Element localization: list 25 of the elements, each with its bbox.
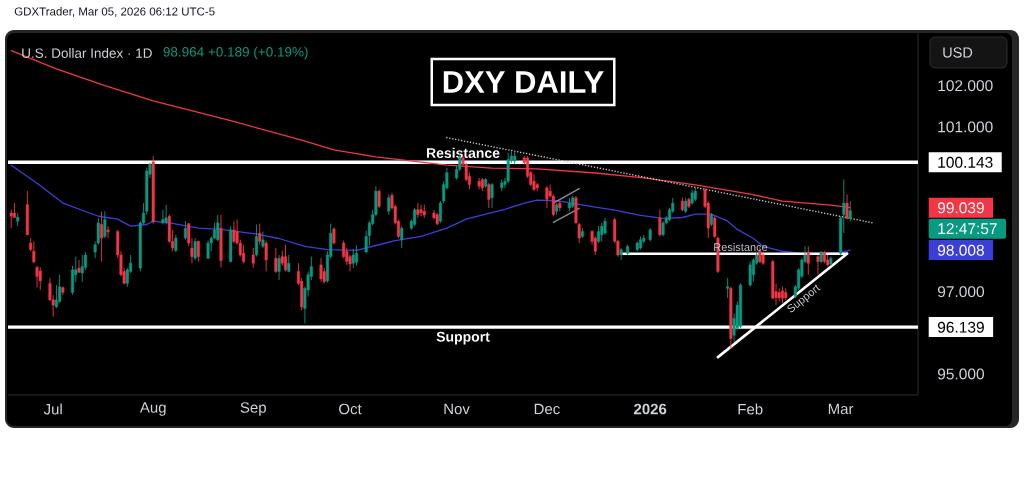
text: GDXTrader, Mar 05, 2026 06:12 UTC-5	[14, 7, 215, 17]
x-tick-label: Feb	[738, 403, 763, 415]
x-tick-label: Sep	[240, 402, 266, 416]
x-tick-label: Mar	[828, 403, 854, 415]
x-tick-label: Aug	[139, 402, 166, 416]
text: U.S. Dollar Index · 1D	[22, 48, 152, 58]
text: DXY DAILY	[443, 71, 604, 93]
y-tick-label: 95.000	[937, 368, 985, 380]
x-tick-label: Jul	[43, 403, 62, 415]
x-tick-label: Nov	[444, 403, 470, 415]
text: 12:47:57	[938, 223, 997, 235]
y-tick-label: 102.000	[938, 80, 993, 92]
x-tick-label: Dec	[534, 403, 560, 415]
y-tick-label: 99.039	[937, 202, 984, 214]
ref-line-label: Resistance	[426, 147, 500, 158]
x-tick-label: 2026	[634, 403, 667, 415]
x-tick-label: Oct	[339, 403, 362, 415]
ref-line-label: Support	[436, 331, 490, 345]
y-tick-label: 97.000	[937, 286, 985, 298]
y-tick-label: 100.143	[938, 156, 993, 168]
y-tick-label: 101.000	[938, 121, 993, 133]
annotation: 98.964 +0.189 (+0.19%)	[163, 46, 308, 60]
y-tick-label: 96.139	[937, 321, 984, 333]
y-tick-label: 98.008	[937, 244, 984, 256]
y-axis-title: USD	[943, 47, 973, 58]
